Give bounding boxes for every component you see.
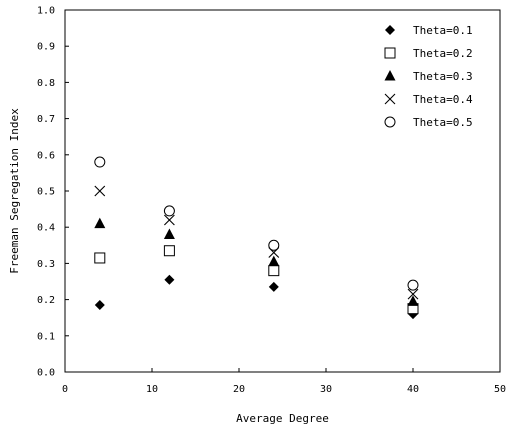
- x-tick-label: 40: [407, 384, 419, 395]
- x-tick-label: 50: [494, 384, 506, 395]
- y-tick-label: 0.3: [37, 259, 55, 270]
- data-point: [164, 274, 175, 285]
- x-tick-label: 30: [320, 384, 332, 395]
- legend-label: Theta=0.5: [413, 116, 473, 129]
- y-tick-label: 0.2: [37, 295, 55, 306]
- y-tick-label: 0.4: [37, 223, 55, 234]
- legend-label: Theta=0.4: [413, 93, 473, 106]
- data-point: [94, 252, 106, 264]
- data-point: [94, 217, 106, 229]
- legend-marker: [385, 25, 395, 35]
- series-theta-1: [94, 274, 418, 320]
- legend-label: Theta=0.3: [413, 70, 473, 83]
- data-point: [94, 156, 106, 168]
- data-point: [268, 265, 280, 277]
- x-axis: 0 10 20 30 40 50: [62, 368, 506, 395]
- data-point: [94, 300, 105, 311]
- legend: Theta=0.1 Theta=0.2 Theta=0.3 Theta=0.4 Thet…: [384, 24, 473, 129]
- data-point: [163, 228, 175, 239]
- series-theta-3: [94, 217, 419, 306]
- data-point: [163, 205, 175, 217]
- y-tick-label: 0.9: [37, 42, 55, 53]
- x-tick-label: 10: [146, 384, 158, 395]
- legend-marker: [384, 47, 396, 59]
- y-axis-title: Freeman Segregation Index: [8, 108, 21, 274]
- y-tick-label: 0.1: [37, 331, 55, 342]
- y-axis: 0.0 0.1 0.2 0.3 0.4 0.5 0.6 0.7 0.8 0.9 1.0: [37, 6, 69, 379]
- series-theta-4: [94, 185, 419, 300]
- y-tick-label: 0.5: [37, 187, 55, 198]
- data-point: [164, 214, 175, 226]
- data-point: [268, 255, 280, 267]
- data-point: [407, 295, 419, 306]
- data-point: [407, 288, 419, 300]
- data-point: [163, 245, 175, 257]
- legend-marker: [384, 93, 396, 105]
- series-theta-2: [94, 245, 419, 315]
- y-tick-label: 0.6: [37, 150, 55, 161]
- y-tick-label: 0.7: [37, 114, 55, 125]
- data-point: [268, 239, 280, 251]
- plot-area: [64, 9, 501, 373]
- data-point: [268, 281, 279, 292]
- data-points: [94, 156, 419, 320]
- data-point: [407, 279, 419, 291]
- y-tick-label: 0.8: [37, 78, 55, 89]
- x-axis-title: Average Degree: [236, 412, 329, 425]
- y-tick-label: 0.0: [37, 368, 55, 379]
- data-point: [94, 185, 106, 197]
- legend-label: Theta=0.1: [413, 24, 473, 37]
- y-tick-label: 1.0: [37, 6, 55, 17]
- legend-label: Theta=0.2: [413, 47, 473, 60]
- legend-marker: [384, 116, 396, 128]
- legend-marker: [384, 70, 396, 81]
- plot-border: [64, 9, 501, 373]
- x-tick-label: 0: [62, 384, 68, 395]
- x-tick-label: 20: [233, 384, 245, 395]
- series-theta-5: [94, 156, 419, 291]
